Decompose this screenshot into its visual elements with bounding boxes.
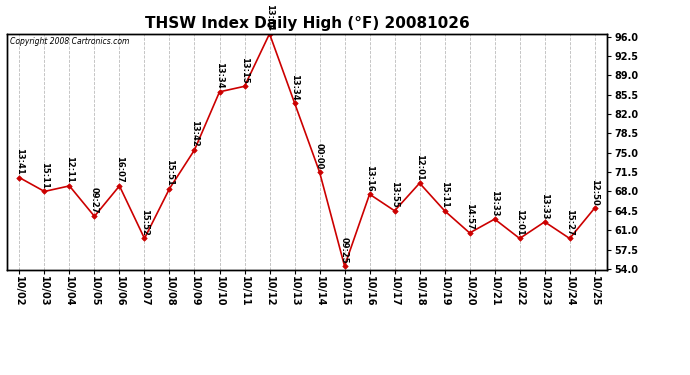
- Text: 13:34: 13:34: [215, 63, 224, 89]
- Text: 13:33: 13:33: [490, 190, 499, 216]
- Text: 15:11: 15:11: [440, 181, 449, 208]
- Text: 15:11: 15:11: [40, 162, 49, 189]
- Text: 15:27: 15:27: [565, 209, 574, 236]
- Text: 09:27: 09:27: [90, 187, 99, 213]
- Text: Copyright 2008 Cartronics.com: Copyright 2008 Cartronics.com: [10, 37, 129, 46]
- Text: 13:15: 13:15: [240, 57, 249, 84]
- Text: 16:07: 16:07: [115, 156, 124, 183]
- Text: 13:33: 13:33: [540, 193, 549, 219]
- Text: 13:16: 13:16: [365, 165, 374, 191]
- Text: 13:55: 13:55: [390, 181, 399, 208]
- Text: 14:57: 14:57: [465, 203, 474, 230]
- Text: 09:25: 09:25: [340, 237, 349, 263]
- Text: 13:34: 13:34: [290, 74, 299, 100]
- Text: 12:11: 12:11: [65, 156, 74, 183]
- Text: 00:00: 00:00: [315, 143, 324, 169]
- Text: 13:41: 13:41: [15, 148, 24, 175]
- Text: 12:01: 12:01: [515, 209, 524, 236]
- Text: 12:50: 12:50: [590, 178, 599, 205]
- Text: 12:01: 12:01: [415, 154, 424, 180]
- Text: 15:51: 15:51: [165, 159, 174, 186]
- Text: 15:52: 15:52: [140, 209, 149, 236]
- Title: THSW Index Daily High (°F) 20081026: THSW Index Daily High (°F) 20081026: [145, 16, 469, 31]
- Text: 13:54: 13:54: [265, 4, 274, 31]
- Text: 13:42: 13:42: [190, 120, 199, 147]
